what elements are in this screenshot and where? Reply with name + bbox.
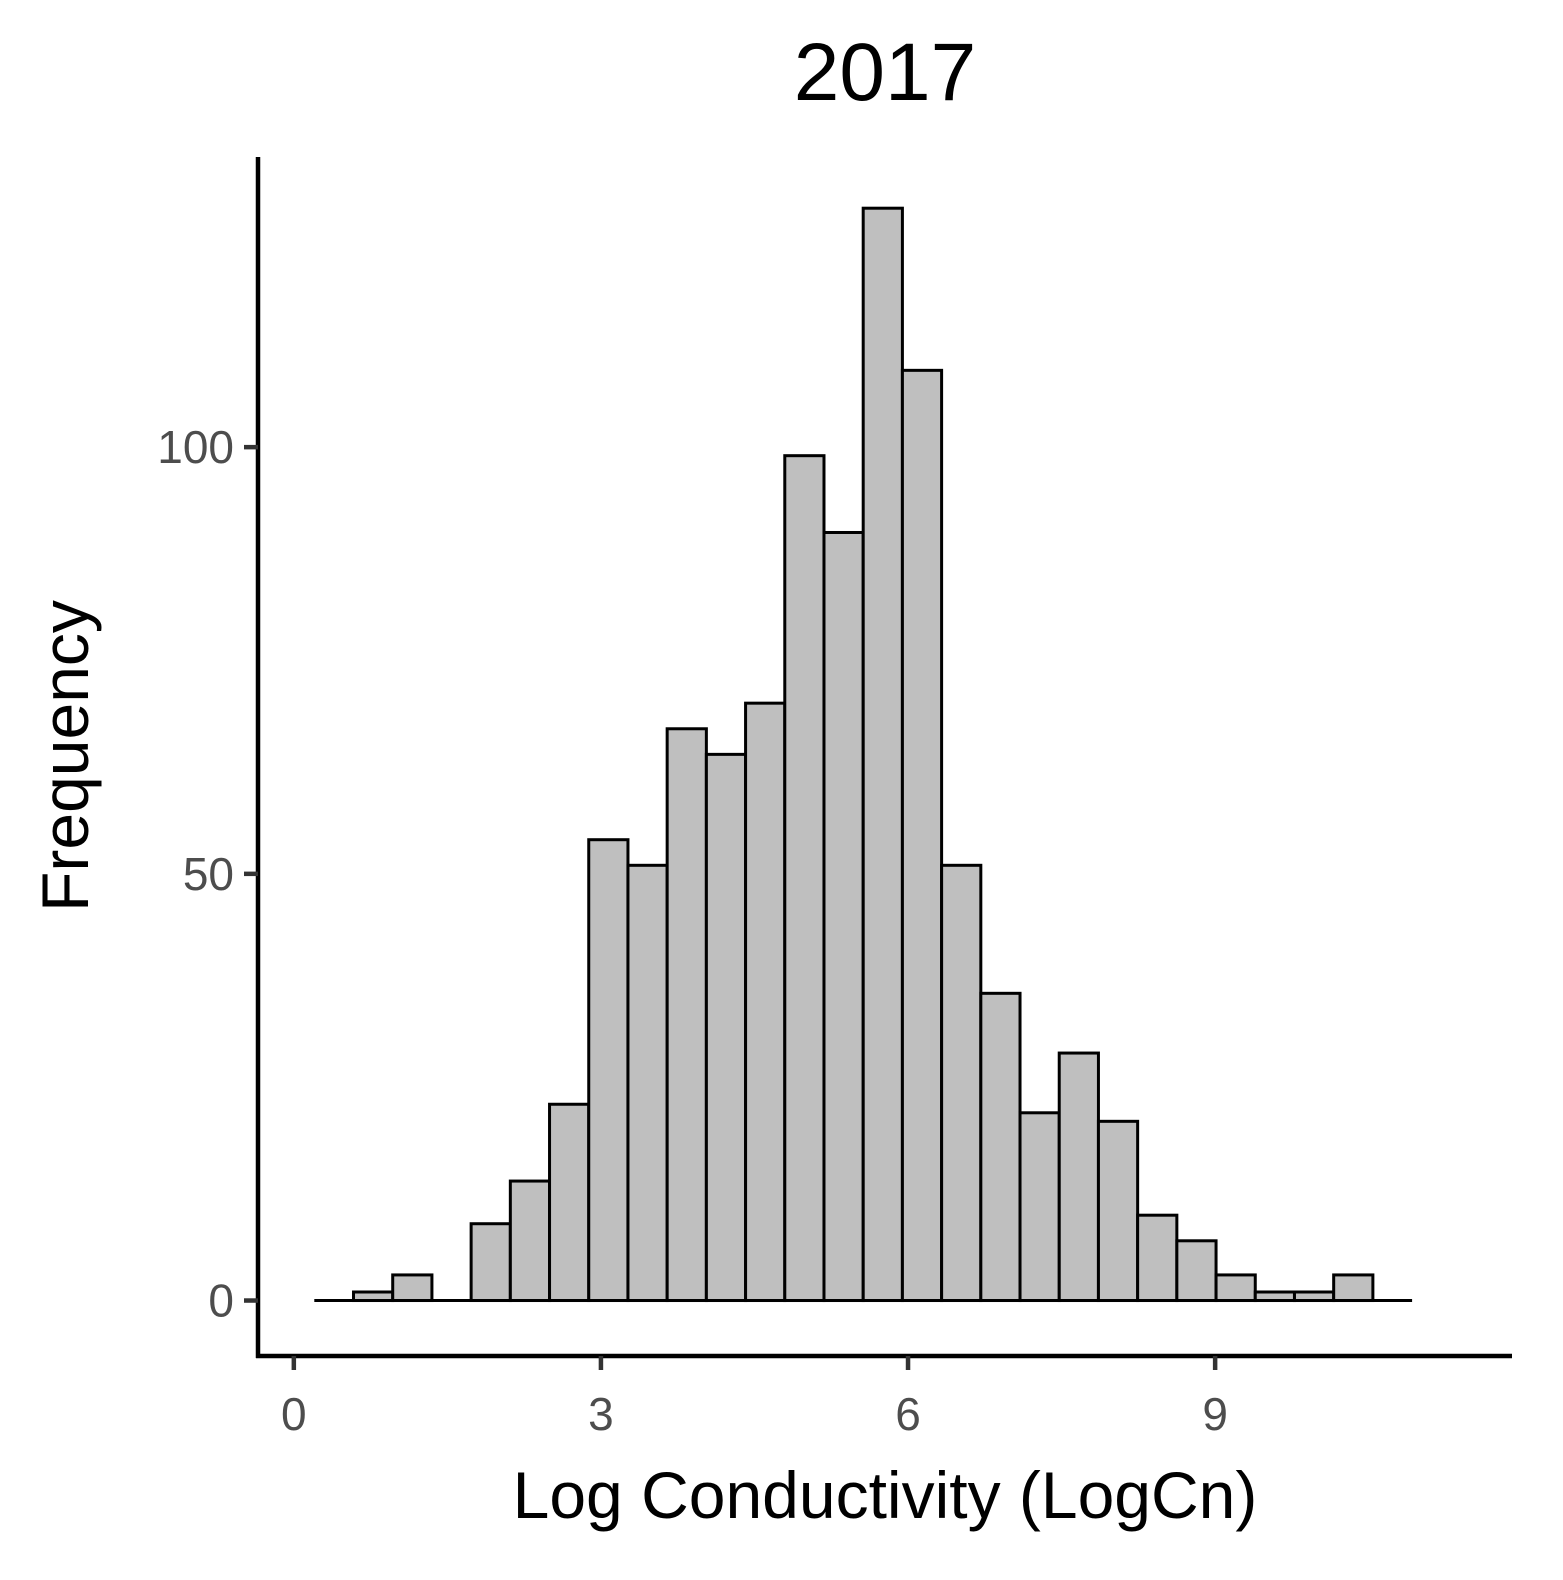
histogram-bar-19 (1057, 1051, 1100, 1303)
histogram-bar-12 (783, 454, 826, 1303)
histogram-bar-6 (548, 1102, 591, 1303)
histogram-bar-23 (1214, 1273, 1257, 1303)
y-tick-label-0: 0 (208, 1275, 234, 1327)
histogram-bar-17 (979, 991, 1022, 1303)
histogram-bar-26 (1332, 1273, 1375, 1303)
histogram-bar-20 (1096, 1119, 1140, 1303)
histogram-bar-9 (665, 727, 708, 1303)
x-tick-label-3: 3 (588, 1388, 614, 1440)
histogram-bar-8 (626, 863, 669, 1303)
histogram-bar-21 (1136, 1213, 1179, 1303)
y-tick-label-50: 50 (183, 848, 234, 900)
histogram-bar-22 (1175, 1239, 1218, 1303)
histogram-bar-11 (744, 701, 787, 1303)
x-tick-label-6: 6 (895, 1388, 921, 1440)
y-tick-label-100: 100 (157, 421, 234, 473)
histogram-bar-15 (900, 368, 944, 1303)
histogram-bar-16 (940, 863, 983, 1303)
histogram-bar-10 (704, 752, 748, 1303)
bars-group (352, 206, 1375, 1303)
x-tick-label-0: 0 (281, 1388, 307, 1440)
histogram-bar-2 (391, 1273, 434, 1303)
chart-title: 2017 (794, 27, 976, 118)
histogram-bar-14 (861, 206, 904, 1303)
y-axis-title: Frequency (28, 600, 102, 912)
y-ticks-group: 0 50 100 (157, 421, 258, 1327)
histogram-bar-7 (587, 838, 630, 1303)
histogram-bar-5 (508, 1179, 552, 1303)
histogram-bar-18 (1018, 1111, 1061, 1303)
x-axis-title: Log Conductivity (LogCn) (513, 1458, 1258, 1532)
histogram-bar-4 (469, 1222, 512, 1303)
x-ticks-group: 0 3 6 9 (281, 1356, 1228, 1440)
histogram-bar-13 (822, 530, 865, 1303)
x-tick-label-9: 9 (1202, 1388, 1228, 1440)
